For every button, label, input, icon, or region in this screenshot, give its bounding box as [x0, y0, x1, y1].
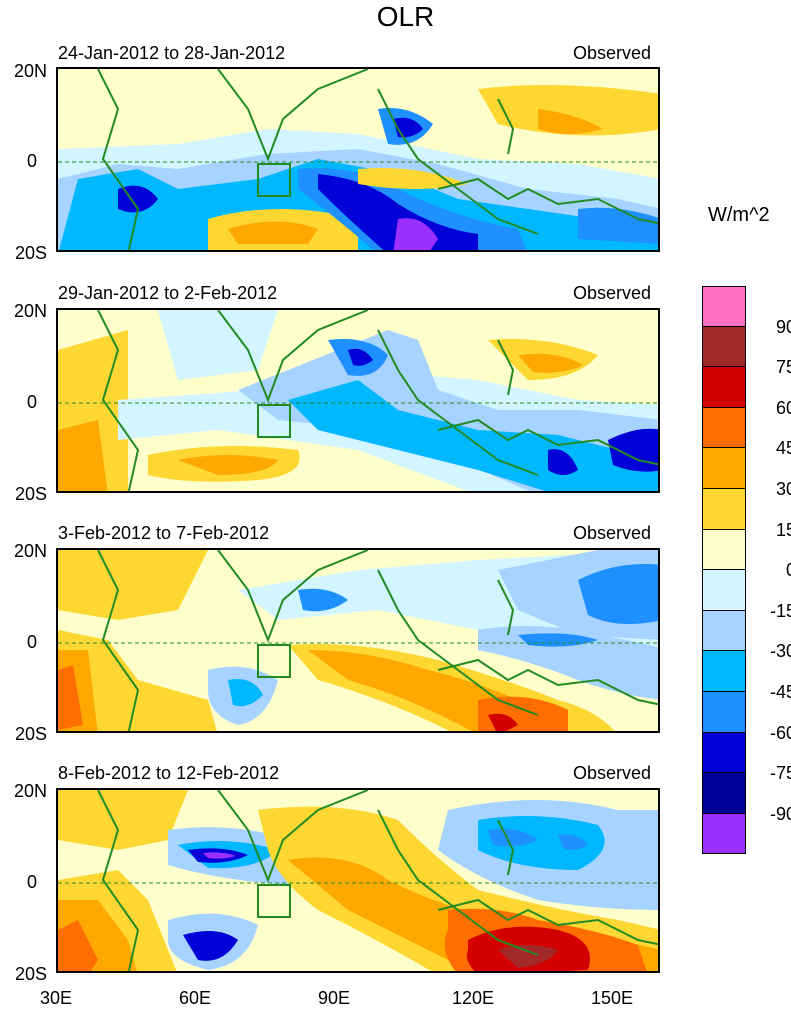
- panel-2-lat-0: 0: [26, 392, 37, 412]
- colorbar-level-label: -60: [769, 722, 791, 743]
- lon-label-150e: 150E: [590, 988, 634, 1008]
- panel-3-date-range: 3-Feb-2012 to 7-Feb-2012: [58, 523, 270, 543]
- colorbar-level-label: 30: [775, 479, 791, 499]
- chart-title: OLR: [376, 1, 435, 32]
- panel-2-lat-20s: 20S: [14, 484, 47, 504]
- lon-label-60e: 60E: [178, 988, 212, 1008]
- panel-2-label: Observed: [573, 283, 652, 303]
- colorbar-swatch: [702, 570, 746, 611]
- colorbar-swatch: [702, 691, 746, 733]
- panel-1-date-range: 24-Jan-2012 to 28-Jan-2012: [58, 43, 286, 63]
- colorbar-level-label: 75: [775, 357, 791, 378]
- colorbar-level-label: -75: [769, 763, 791, 784]
- panel-1-lat-0: 0: [26, 151, 37, 171]
- lon-label-90e: 90E: [317, 988, 351, 1008]
- panel-1-label: Observed: [573, 43, 652, 63]
- colorbar-swatch: [702, 448, 746, 489]
- colorbar-swatch: [702, 732, 746, 774]
- panel-2-map: [56, 308, 660, 493]
- panel-1-lat-20n: 20N: [13, 61, 47, 81]
- colorbar-swatch: [702, 529, 746, 571]
- colorbar-level-label: -30: [769, 641, 791, 662]
- colorbar-level-label: -45: [769, 682, 791, 702]
- panel-4-label: Observed: [573, 763, 652, 783]
- panel-4-lat-0: 0: [26, 872, 37, 892]
- lon-label-30e: 30E: [39, 988, 73, 1008]
- panel-4-date-range: 8-Feb-2012 to 12-Feb-2012: [58, 763, 280, 783]
- colorbar-swatch: [702, 407, 746, 449]
- colorbar-swatch: [702, 610, 746, 652]
- units-label: W/m^2: [708, 204, 770, 226]
- colorbar-swatch: [702, 367, 746, 408]
- panel-2-lat-20n: 20N: [13, 301, 47, 321]
- colorbar-level-label: 15: [775, 519, 791, 540]
- colorbar-swatch: [702, 326, 746, 368]
- colorbar-swatch: [702, 651, 746, 692]
- colorbar-level-label: 90: [775, 316, 791, 337]
- panel-1-lat-20s: 20S: [14, 243, 47, 263]
- panel-3-lat-20s: 20S: [14, 724, 47, 744]
- panel-1-map: [56, 67, 660, 252]
- colorbar-level-label: -15: [769, 600, 791, 621]
- panel-4-lat-20s: 20S: [14, 964, 47, 984]
- panel-2-date-range: 29-Jan-2012 to 2-Feb-2012: [58, 283, 278, 303]
- panel-3-label: Observed: [573, 523, 652, 543]
- colorbar-level-label: 60: [775, 397, 791, 418]
- colorbar-swatch: [702, 773, 746, 814]
- panel-3-lat-0: 0: [26, 632, 37, 652]
- panel-4-map: [56, 788, 660, 973]
- colorbar-level-label: 0: [785, 560, 791, 581]
- colorbar-swatch: [702, 813, 746, 855]
- colorbar-level-label: 45: [775, 438, 791, 459]
- panel-3-lat-20n: 20N: [13, 541, 47, 561]
- colorbar-swatch: [702, 286, 746, 327]
- lon-label-120e: 120E: [451, 988, 495, 1008]
- panel-4-lat-20n: 20N: [13, 781, 47, 801]
- colorbar-swatch: [702, 488, 746, 530]
- colorbar: [702, 286, 746, 855]
- colorbar-level-label: -90: [769, 803, 791, 824]
- panel-3-map: [56, 548, 660, 733]
